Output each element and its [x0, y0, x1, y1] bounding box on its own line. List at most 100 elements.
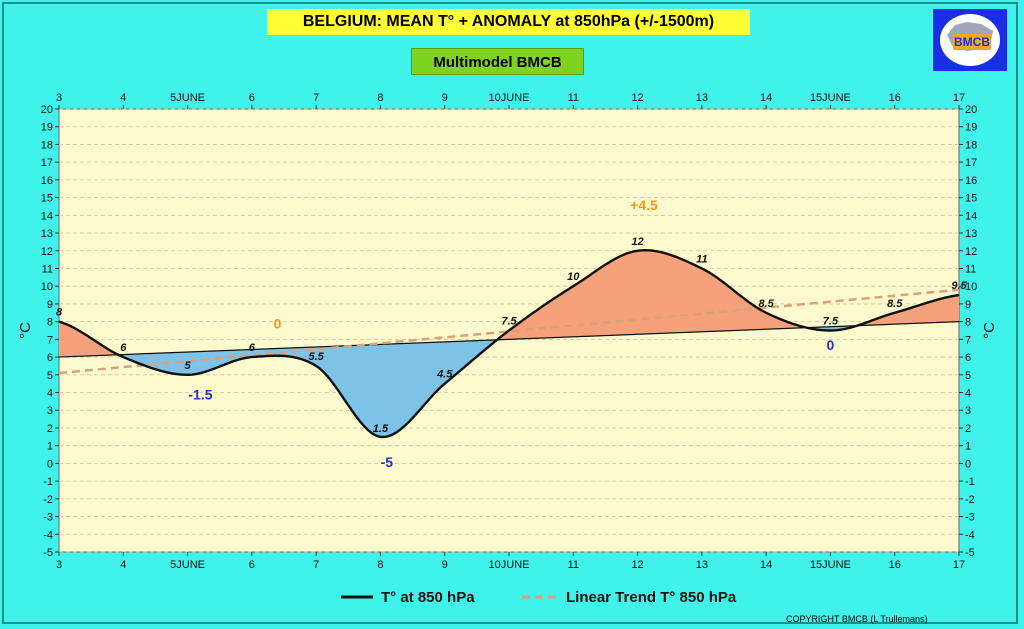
anomaly-label: 0: [827, 337, 835, 353]
bmcb-logo: BMCB: [933, 9, 1007, 71]
y-tick-label-right: -2: [965, 494, 975, 506]
point-value-label: 8.5: [887, 298, 903, 310]
y-tick-label-left: 10: [41, 281, 53, 293]
chart-subtitle: Multimodel BMCB: [411, 48, 584, 75]
x-tick-label-top: 13: [696, 92, 708, 104]
y-tick-label-left: 4: [47, 388, 53, 400]
point-value-label: 5.5: [308, 351, 324, 363]
y-tick-label-right: -4: [965, 529, 975, 541]
y-tick-label-right: -1: [965, 476, 975, 488]
x-tick-label-bottom: 16: [889, 559, 901, 571]
x-tick-label-bottom: 10JUNE: [489, 559, 530, 571]
y-tick-label-left: 19: [41, 122, 53, 134]
x-tick-label-top: 7: [313, 92, 319, 104]
y-tick-label-right: 2: [965, 423, 971, 435]
y-tick-label-left: 14: [41, 210, 53, 222]
positive-anomaly-area: [497, 250, 807, 340]
x-tick-label-top: 17: [953, 92, 965, 104]
y-tick-label-left: 17: [41, 157, 53, 169]
point-value-label: 7.5: [823, 316, 839, 328]
y-tick-label-left: -3: [43, 512, 53, 524]
x-tick-label-top: 15JUNE: [810, 92, 851, 104]
y-tick-label-left: 0: [47, 458, 53, 470]
x-tick-label-bottom: 17: [953, 559, 965, 571]
anomaly-label: 0: [274, 316, 282, 332]
temperature-line: [58, 249, 960, 439]
y-tick-label-left: 11: [42, 263, 53, 275]
y-tick-label-right: 3: [965, 405, 971, 417]
y-tick-label-right: -5: [965, 547, 975, 559]
x-tick-label-top: 3: [56, 92, 62, 104]
y-tick-label-right: 17: [965, 157, 977, 169]
y-tick-label-right: -3: [965, 512, 975, 524]
axes: -5 -5-4 -4-3 -3-2 -2-1 -10 01 12 23 34 45 56 67 78 89 9…: [17, 92, 998, 571]
x-tick-label-top: 6: [249, 92, 255, 104]
y-tick-label-left: 1: [47, 441, 53, 453]
x-tick-label-bottom: 6: [249, 559, 255, 571]
y-tick-label-right: 11: [965, 263, 976, 275]
legend: T° at 850 hPa Linear Trend T° 850 hPa: [341, 589, 737, 606]
x-tick-label-top: 16: [889, 92, 901, 104]
y-tick-label-right: 13: [965, 228, 977, 240]
data-labels: 86565.51.54.57.51012118.57.58.59.5-1.50-…: [56, 197, 968, 470]
x-tick-label-top: 8: [377, 92, 383, 104]
positive-anomaly-area: [59, 321, 119, 358]
legend-temperature-label: T° at 850 hPa: [381, 589, 475, 606]
x-tick-label-top: 10JUNE: [489, 92, 530, 104]
y-tick-label-right: 4: [965, 388, 971, 400]
point-value-label: 8.5: [758, 298, 774, 310]
y-tick-label-left: 3: [47, 405, 53, 417]
x-tick-label-bottom: 15JUNE: [810, 559, 851, 571]
x-tick-label-top: 11: [568, 92, 579, 104]
x-tick-label-bottom: 4: [120, 559, 126, 571]
y-tick-label-left: -2: [43, 494, 53, 506]
y-tick-label-right: 19: [965, 122, 977, 134]
point-value-label: 5: [185, 360, 192, 372]
y-tick-label-right: 9: [965, 299, 971, 311]
y-tick-label-left: 5: [47, 370, 53, 382]
point-value-label: 6: [249, 342, 256, 354]
plot-area: [58, 108, 960, 553]
y-tick-label-right: 15: [965, 193, 977, 205]
y-tick-label-left: 9: [47, 299, 53, 311]
y-tick-label-right: 12: [965, 246, 977, 258]
point-value-label: 10: [567, 271, 580, 283]
y-tick-label-left: 8: [47, 317, 53, 329]
y-tick-label-left: 7: [47, 334, 53, 346]
y-tick-label-right: 7: [965, 334, 971, 346]
x-tick-label-bottom: 13: [696, 559, 708, 571]
logo-text: BMCB: [954, 35, 990, 49]
x-tick-label-bottom: 7: [313, 559, 319, 571]
x-tick-label-bottom: 8: [377, 559, 383, 571]
x-tick-label-bottom: 12: [631, 559, 643, 571]
y-tick-label-left: 15: [41, 193, 53, 205]
x-tick-label-top: 4: [120, 92, 126, 104]
point-value-label: 12: [631, 236, 643, 248]
y-tick-label-left: -1: [43, 476, 53, 488]
point-value-label: 7.5: [501, 316, 517, 328]
point-value-label: 6: [120, 342, 127, 354]
copyright-text: COPYRIGHT BMCB (L Trullemans): [786, 614, 928, 624]
x-tick-label-bottom: 11: [568, 559, 579, 571]
point-value-label: 8: [56, 307, 63, 319]
point-value-label: 9.5: [951, 280, 967, 292]
x-tick-label-top: 5JUNE: [170, 92, 205, 104]
point-value-label: 1.5: [373, 423, 389, 435]
x-tick-label-top: 12: [631, 92, 643, 104]
negative-anomaly-area: [118, 339, 498, 437]
y-tick-label-right: 16: [965, 175, 977, 187]
y-tick-label-left: 6: [47, 352, 53, 364]
y-tick-label-right: 8: [965, 317, 971, 329]
y-tick-label-left: 2: [47, 423, 53, 435]
anomaly-label: -5: [381, 454, 394, 470]
y-tick-label-left: 12: [41, 246, 53, 258]
y-tick-label-right: 5: [965, 370, 971, 382]
y-tick-label-left: 18: [41, 139, 53, 151]
y-axis-label-left: °C: [17, 322, 34, 339]
y-tick-label-right: 10: [965, 281, 977, 293]
y-tick-label-left: 20: [41, 104, 53, 116]
x-tick-label-top: 14: [760, 92, 772, 104]
y-tick-label-left: 13: [41, 228, 53, 240]
